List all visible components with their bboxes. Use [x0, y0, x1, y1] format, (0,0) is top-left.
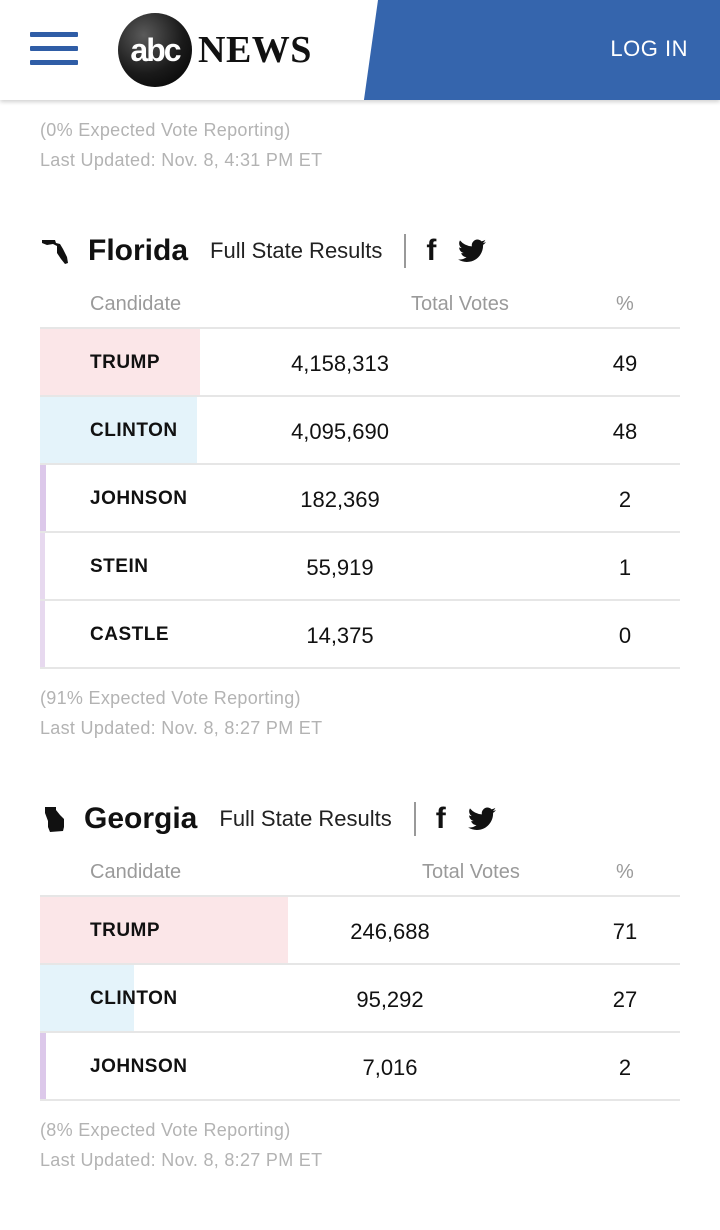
table-row: CASTLE 14,375 0	[40, 601, 680, 669]
table-row: TRUMP 4,158,313 49	[40, 329, 680, 397]
vote-percent: 1	[618, 555, 632, 580]
results-table-florida: Candidate Total Votes % TRUMP 4,158,313 49…	[40, 285, 680, 669]
table-row: CLINTON 95,292 27	[40, 965, 680, 1033]
logo-news-text: NEWS	[198, 29, 312, 71]
hamburger-menu-icon[interactable]	[30, 32, 78, 66]
last-updated: Last Updated: Nov. 8, 8:27 PM ET	[40, 1150, 323, 1170]
col-candidate: Candidate	[90, 861, 182, 883]
header-blue-panel	[358, 0, 720, 100]
vote-percent: 71	[612, 919, 638, 944]
candidate-name: STEIN	[90, 556, 149, 577]
total-votes: 95,292	[356, 987, 424, 1012]
table-body: TRUMP 4,158,313 49 CLINTON 4,095,690 48 JOHNSO…	[40, 329, 680, 669]
reporting-status: (0% Expected Vote Reporting)	[40, 120, 291, 140]
georgia-state-icon	[40, 804, 70, 834]
table-header: Candidate Total Votes %	[40, 285, 680, 329]
reporting-status: (8% Expected Vote Reporting)	[40, 1120, 291, 1140]
state-header-florida: Florida Full State Results f	[40, 231, 487, 271]
vote-share-bar	[40, 897, 288, 963]
total-votes: 4,095,690	[291, 419, 389, 444]
vote-percent: 49	[612, 351, 638, 376]
table-body: TRUMP 246,688 71 CLINTON 95,292 27 JOHNSON 7,01…	[40, 897, 680, 1101]
candidate-name: TRUMP	[90, 920, 161, 941]
last-updated: Last Updated: Nov. 8, 8:27 PM ET	[40, 718, 323, 738]
vote-share-bar	[40, 601, 45, 667]
total-votes: 7,016	[362, 1055, 418, 1080]
vote-percent: 48	[612, 419, 638, 444]
table-row: JOHNSON 7,016 2	[40, 1033, 680, 1101]
vote-percent: 2	[618, 1055, 632, 1080]
reporting-status: (91% Expected Vote Reporting)	[40, 688, 301, 708]
table-row: STEIN 55,919 1	[40, 533, 680, 601]
state-header-georgia: Georgia Full State Results f	[40, 799, 496, 839]
total-votes: 182,369	[300, 487, 380, 512]
total-votes: 246,688	[350, 919, 430, 944]
vote-share-bar	[40, 397, 197, 463]
col-candidate: Candidate	[90, 293, 182, 315]
candidate-name: JOHNSON	[90, 1056, 188, 1077]
twitter-icon[interactable]	[467, 807, 496, 831]
state-name: Georgia	[84, 802, 198, 835]
vote-percent: 27	[612, 987, 638, 1012]
candidate-name: CLINTON	[90, 988, 178, 1009]
full-state-results-link[interactable]: Full State Results	[219, 806, 392, 831]
total-votes: 14,375	[306, 623, 374, 648]
abc-news-logo[interactable]: abc NEWS	[118, 12, 312, 88]
col-percent: %	[616, 293, 634, 315]
vote-share-bar	[40, 965, 135, 1031]
last-updated: Last Updated: Nov. 8, 4:31 PM ET	[40, 150, 323, 170]
state-name: Florida	[88, 234, 189, 267]
site-header: abc NEWS LOG IN	[0, 0, 720, 100]
candidate-name: CLINTON	[90, 420, 178, 441]
abc-logo-mark: abc	[118, 13, 192, 87]
col-percent: %	[616, 861, 634, 883]
col-total-votes: Total Votes	[411, 293, 509, 315]
vote-percent: 2	[618, 487, 632, 512]
vote-percent: 0	[618, 623, 632, 648]
florida-state-icon	[40, 236, 70, 266]
table-row: JOHNSON 182,369 2	[40, 465, 680, 533]
total-votes: 4,158,313	[291, 351, 389, 376]
table-row: CLINTON 4,095,690 48	[40, 397, 680, 465]
full-state-results-link[interactable]: Full State Results	[210, 238, 383, 263]
login-button[interactable]: LOG IN	[610, 36, 688, 61]
twitter-icon[interactable]	[458, 239, 487, 263]
facebook-icon[interactable]: f	[426, 234, 437, 267]
vote-share-bar	[40, 329, 200, 395]
table-row: TRUMP 246,688 71	[40, 897, 680, 965]
results-table-georgia: Candidate Total Votes % TRUMP 246,688 71 CL…	[40, 853, 680, 1101]
candidate-name: JOHNSON	[90, 488, 188, 509]
candidate-name: CASTLE	[90, 624, 169, 645]
vertical-divider	[404, 234, 407, 268]
vote-share-bar	[40, 533, 45, 599]
candidate-name: TRUMP	[90, 352, 161, 373]
total-votes: 55,919	[306, 555, 374, 580]
vertical-divider	[413, 802, 416, 836]
table-header: Candidate Total Votes %	[40, 853, 680, 897]
col-total-votes: Total Votes	[422, 861, 520, 883]
facebook-icon[interactable]: f	[435, 802, 446, 835]
vote-share-bar	[40, 1033, 47, 1099]
vote-share-bar	[40, 465, 47, 531]
